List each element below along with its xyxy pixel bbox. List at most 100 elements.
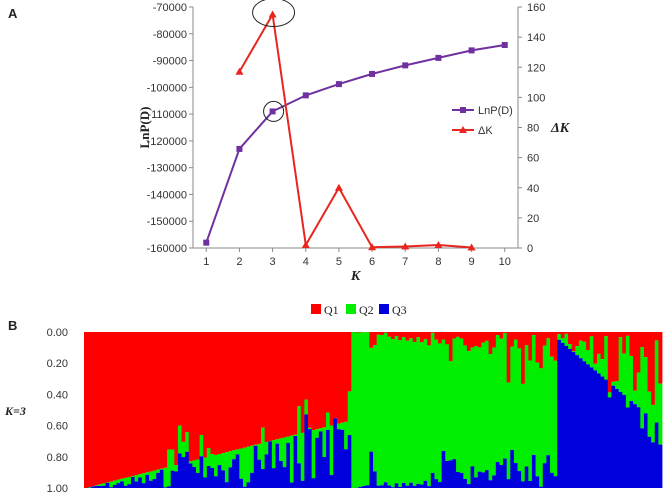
membership-segment — [601, 332, 605, 359]
membership-segment — [301, 481, 305, 488]
membership-segment — [503, 332, 507, 333]
membership-segment — [297, 463, 301, 488]
membership-segment — [489, 332, 493, 354]
membership-segment — [290, 332, 294, 436]
membership-segment — [539, 368, 543, 486]
membership-segment — [156, 473, 160, 488]
membership-segment — [149, 481, 153, 488]
membership-segment — [601, 359, 605, 376]
membership-segment — [106, 483, 110, 488]
membership-segment — [561, 338, 565, 343]
data-point-square — [270, 108, 276, 114]
membership-segment — [626, 332, 630, 336]
membership-segment — [481, 472, 485, 488]
membership-segment — [315, 438, 319, 488]
membership-segment — [406, 332, 410, 341]
membership-segment — [250, 332, 254, 446]
membership-segment — [243, 487, 247, 488]
x-tick-label: 8 — [435, 256, 441, 268]
membership-segment — [279, 332, 283, 438]
membership-segment — [644, 357, 648, 413]
membership-segment — [167, 332, 171, 450]
membership-segment — [362, 486, 366, 488]
membership-segment — [182, 442, 186, 457]
membership-segment — [409, 483, 413, 488]
membership-segment — [518, 332, 522, 348]
membership-segment — [127, 332, 131, 477]
membership-segment — [163, 468, 167, 488]
membership-segment — [637, 332, 641, 373]
membership-segment — [373, 345, 377, 471]
membership-segment — [290, 436, 294, 483]
membership-segment — [424, 339, 428, 481]
membership-segment — [413, 486, 417, 488]
membership-segment — [84, 332, 88, 488]
membership-segment — [214, 455, 218, 476]
membership-segment — [272, 332, 276, 440]
membership-segment — [113, 481, 117, 485]
membership-segment — [145, 332, 149, 472]
membership-segment — [474, 477, 478, 488]
membership-segment — [243, 448, 247, 487]
membership-segment — [521, 481, 525, 488]
data-point-square — [203, 240, 209, 246]
membership-segment — [467, 351, 471, 484]
membership-segment — [380, 485, 384, 488]
membership-segment — [518, 348, 522, 471]
membership-segment — [499, 339, 503, 465]
membership-segment — [225, 332, 229, 452]
x-tick-label: 4 — [303, 256, 309, 268]
membership-segment — [153, 479, 157, 488]
membership-segment — [583, 361, 587, 488]
membership-segment — [655, 332, 659, 340]
membership-segment — [452, 459, 456, 488]
legend-swatch — [311, 304, 321, 314]
membership-segment — [532, 455, 536, 488]
membership-segment — [214, 332, 218, 455]
membership-segment — [218, 465, 222, 488]
membership-segment — [452, 332, 456, 339]
membership-segment — [514, 340, 518, 463]
membership-segment — [424, 481, 428, 488]
membership-segment — [286, 437, 290, 443]
left-tick-label: -90000 — [153, 56, 187, 68]
membership-segment — [117, 480, 121, 483]
membership-segment — [257, 332, 261, 444]
membership-segment — [539, 487, 543, 488]
data-point-square — [502, 42, 508, 48]
left-tick-label: -70000 — [153, 2, 187, 14]
membership-segment — [247, 482, 251, 488]
x-tick-label: 9 — [469, 256, 475, 268]
membership-segment — [207, 448, 211, 466]
membership-segment — [456, 472, 460, 488]
membership-segment — [275, 444, 279, 488]
legend-label: LnP(D) — [478, 105, 513, 117]
membership-segment — [250, 473, 254, 488]
membership-segment — [163, 487, 167, 488]
membership-segment — [431, 333, 435, 473]
right-tick-label: 120 — [527, 62, 545, 74]
membership-segment — [174, 465, 178, 471]
membership-segment — [471, 466, 475, 488]
membership-segment — [261, 428, 265, 469]
membership-segment — [239, 332, 243, 448]
legend-label: Q2 — [359, 303, 374, 317]
membership-segment — [572, 332, 576, 351]
membership-segment — [160, 470, 164, 488]
membership-segment — [604, 380, 608, 488]
membership-segment — [409, 338, 413, 482]
data-point-square — [236, 146, 242, 152]
membership-segment — [651, 405, 655, 442]
membership-segment — [261, 332, 265, 428]
membership-segment — [330, 426, 334, 475]
left-tick-label: -80000 — [153, 29, 187, 41]
membership-segment — [550, 473, 554, 488]
membership-segment — [496, 332, 500, 335]
membership-segment — [88, 487, 92, 488]
membership-segment — [633, 404, 637, 488]
membership-segment — [575, 355, 579, 488]
membership-segment — [467, 484, 471, 488]
membership-segment — [359, 487, 363, 488]
membership-segment — [203, 477, 207, 488]
